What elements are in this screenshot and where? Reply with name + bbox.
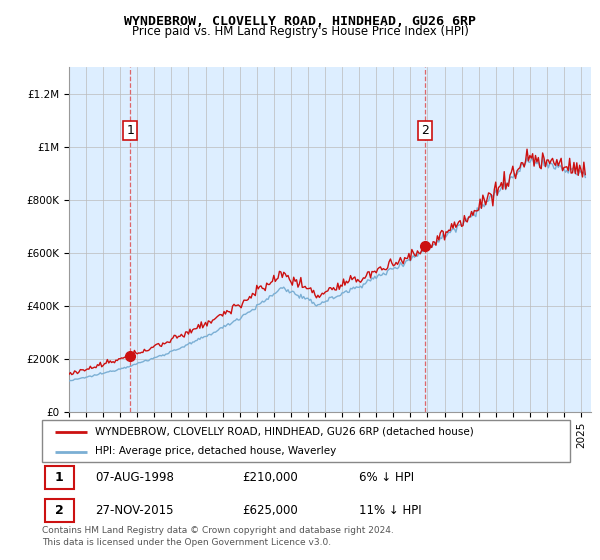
Text: 11% ↓ HPI: 11% ↓ HPI xyxy=(359,504,421,517)
Text: £625,000: £625,000 xyxy=(242,504,298,517)
Text: 1: 1 xyxy=(55,471,64,484)
Text: Contains HM Land Registry data © Crown copyright and database right 2024.
This d: Contains HM Land Registry data © Crown c… xyxy=(42,526,394,547)
FancyBboxPatch shape xyxy=(42,420,570,462)
Text: WYNDEBROW, CLOVELLY ROAD, HINDHEAD, GU26 6RP (detached house): WYNDEBROW, CLOVELLY ROAD, HINDHEAD, GU26… xyxy=(95,427,473,437)
Text: 2: 2 xyxy=(55,504,64,517)
Text: 2: 2 xyxy=(421,124,428,137)
FancyBboxPatch shape xyxy=(44,499,74,522)
Text: 6% ↓ HPI: 6% ↓ HPI xyxy=(359,471,414,484)
Text: Price paid vs. HM Land Registry's House Price Index (HPI): Price paid vs. HM Land Registry's House … xyxy=(131,25,469,38)
Text: 1: 1 xyxy=(126,124,134,137)
Text: WYNDEBROW, CLOVELLY ROAD, HINDHEAD, GU26 6RP: WYNDEBROW, CLOVELLY ROAD, HINDHEAD, GU26… xyxy=(124,15,476,27)
FancyBboxPatch shape xyxy=(44,466,74,489)
Text: £210,000: £210,000 xyxy=(242,471,298,484)
Text: 07-AUG-1998: 07-AUG-1998 xyxy=(95,471,173,484)
Text: 27-NOV-2015: 27-NOV-2015 xyxy=(95,504,173,517)
Text: HPI: Average price, detached house, Waverley: HPI: Average price, detached house, Wave… xyxy=(95,446,336,456)
